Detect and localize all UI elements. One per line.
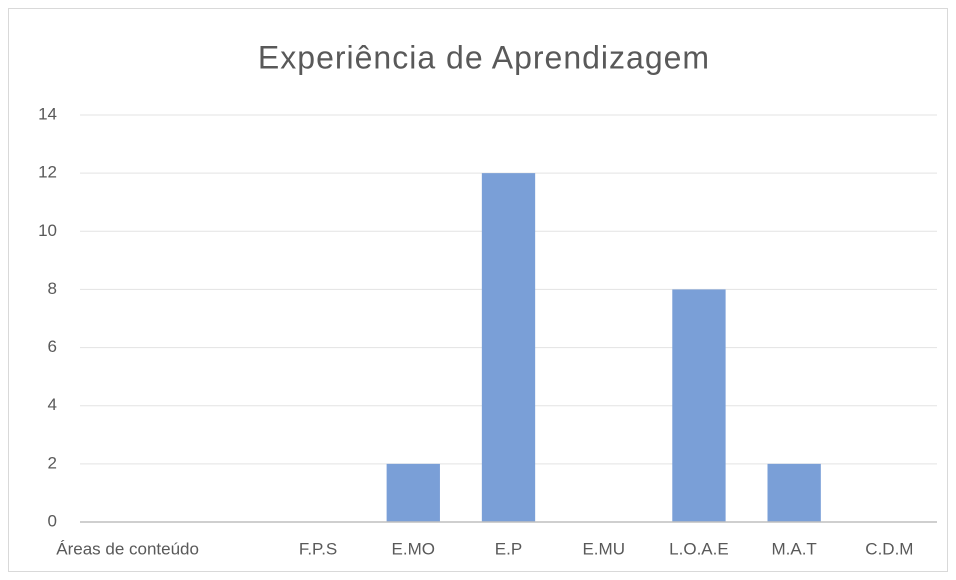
y-tick-label: 2 bbox=[48, 453, 57, 472]
x-tick-label: E.P bbox=[495, 539, 522, 558]
x-tick-label: M.A.T bbox=[771, 539, 816, 558]
y-tick-label: 14 bbox=[38, 104, 57, 123]
bar bbox=[767, 463, 821, 522]
x-tick-label: E.MU bbox=[582, 539, 625, 558]
x-tick-label: L.O.A.E bbox=[669, 539, 729, 558]
y-tick-label: 6 bbox=[48, 337, 57, 356]
y-tick-label: 4 bbox=[48, 395, 57, 414]
y-tick-label: 10 bbox=[38, 221, 57, 240]
chart-title: Experiência de Aprendizagem bbox=[258, 39, 710, 75]
x-tick-label: Áreas de conteúdo bbox=[56, 539, 199, 558]
y-tick-label: 8 bbox=[48, 279, 57, 298]
x-tick-label: C.D.M bbox=[865, 539, 913, 558]
x-tick-label: E.MO bbox=[392, 539, 435, 558]
y-tick-label: 12 bbox=[38, 163, 57, 182]
y-tick-label: 0 bbox=[48, 511, 57, 530]
bar bbox=[481, 173, 536, 522]
bar bbox=[386, 463, 440, 522]
x-tick-label: F.P.S bbox=[299, 539, 337, 558]
bar bbox=[672, 289, 726, 522]
